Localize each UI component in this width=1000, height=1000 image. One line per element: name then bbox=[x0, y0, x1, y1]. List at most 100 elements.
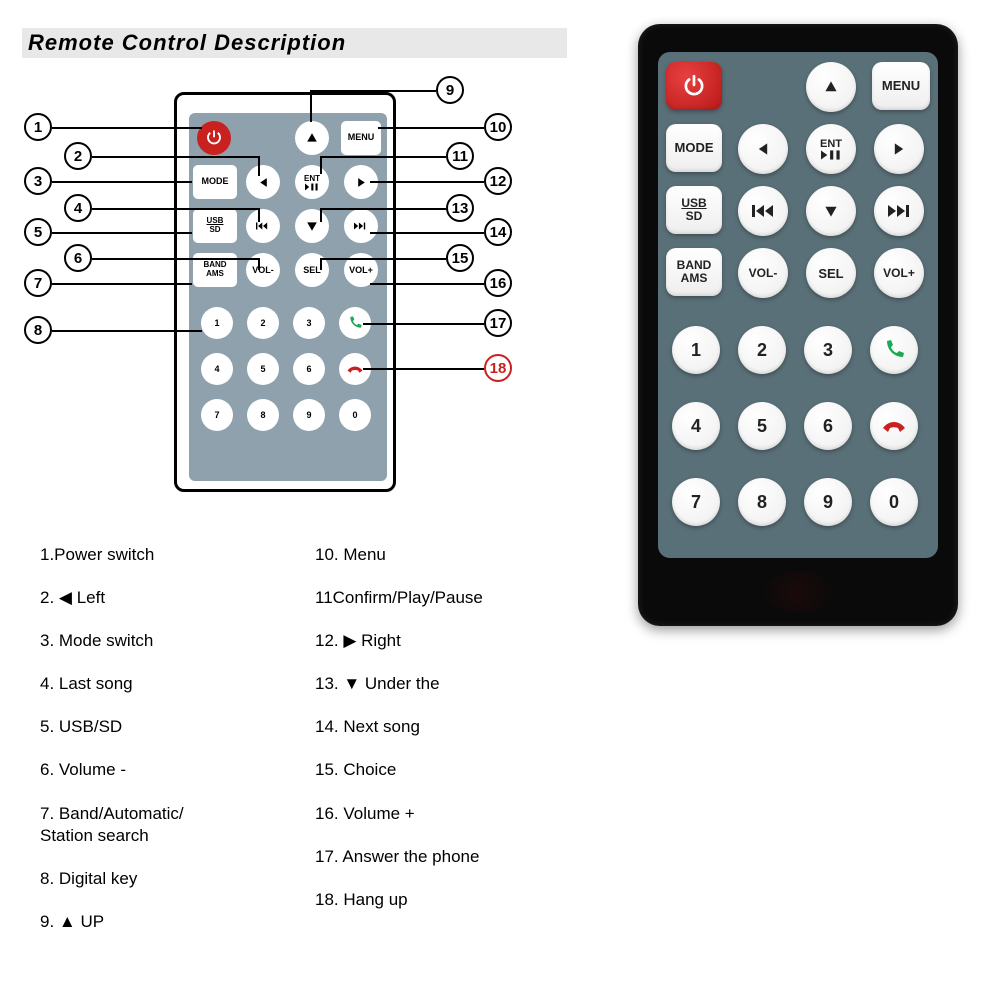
legend-item: 10. Menu bbox=[315, 544, 590, 566]
legend-item: 15. Choice bbox=[315, 759, 590, 781]
diag-up-button bbox=[295, 121, 329, 155]
diag-prev-button bbox=[246, 209, 280, 243]
diag-num-3: 3 bbox=[293, 307, 325, 339]
power-button[interactable] bbox=[666, 62, 722, 110]
leader-9 bbox=[310, 90, 436, 92]
leader-2 bbox=[92, 156, 260, 158]
leader-1 bbox=[52, 127, 202, 129]
callout-7: 7 bbox=[24, 269, 52, 297]
leader-11 bbox=[320, 156, 446, 158]
vol-minus-button[interactable]: VOL- bbox=[738, 248, 788, 298]
left-icon bbox=[756, 141, 770, 157]
down-icon bbox=[306, 220, 318, 232]
num-4-button[interactable]: 4 bbox=[672, 402, 720, 450]
leader-9v bbox=[310, 90, 312, 122]
prev-icon bbox=[256, 221, 270, 231]
legend-item: 13. ▼ Under the bbox=[315, 673, 590, 695]
legend-item: 16. Volume + bbox=[315, 803, 590, 825]
callout-1: 1 bbox=[24, 113, 52, 141]
diagram-remote: MENU MODE ENT USB SD BA bbox=[174, 92, 396, 492]
num-2-button[interactable]: 2 bbox=[738, 326, 786, 374]
diag-next-button bbox=[344, 209, 378, 243]
usb-sd-button[interactable]: USB SD bbox=[666, 186, 722, 234]
num-5-button[interactable]: 5 bbox=[738, 402, 786, 450]
power-icon bbox=[681, 73, 707, 99]
callout-2: 2 bbox=[64, 142, 92, 170]
callout-17: 17 bbox=[484, 309, 512, 337]
callout-13: 13 bbox=[446, 194, 474, 222]
legend-item: 3. Mode switch bbox=[40, 630, 315, 652]
num-1-button[interactable]: 1 bbox=[672, 326, 720, 374]
legend-item: 8. Digital key bbox=[40, 868, 315, 890]
diag-usb-sd-button: USB SD bbox=[193, 209, 237, 243]
photo-button-area: MENU MODE ENT USB SD BAND AMS bbox=[658, 52, 938, 558]
hangup-button[interactable] bbox=[870, 402, 918, 450]
leader-13 bbox=[320, 208, 446, 210]
left-icon bbox=[258, 177, 269, 188]
play-pause-icon bbox=[821, 150, 841, 160]
diag-num-5: 5 bbox=[247, 353, 279, 385]
ir-window bbox=[763, 572, 833, 612]
diag-left-button bbox=[246, 165, 280, 199]
phone-answer-icon bbox=[347, 315, 363, 331]
mode-button[interactable]: MODE bbox=[666, 124, 722, 172]
leader-18 bbox=[363, 368, 484, 370]
next-icon bbox=[888, 204, 910, 218]
leader-15 bbox=[320, 258, 446, 260]
sel-button[interactable]: SEL bbox=[806, 248, 856, 298]
leader-16 bbox=[370, 283, 484, 285]
diag-num-9: 9 bbox=[293, 399, 325, 431]
callout-16: 16 bbox=[484, 269, 512, 297]
left-button[interactable] bbox=[738, 124, 788, 174]
vol-plus-button[interactable]: VOL+ bbox=[874, 248, 924, 298]
title-text: Remote Control Description bbox=[28, 30, 346, 56]
num-7-button[interactable]: 7 bbox=[672, 478, 720, 526]
leader-6v bbox=[258, 258, 260, 270]
play-pause-icon bbox=[305, 183, 319, 191]
leader-5 bbox=[52, 232, 192, 234]
leader-10 bbox=[378, 127, 484, 129]
callout-9: 9 bbox=[436, 76, 464, 104]
num-0-button[interactable]: 0 bbox=[870, 478, 918, 526]
leader-8 bbox=[52, 330, 202, 332]
callout-12: 12 bbox=[484, 167, 512, 195]
diag-down-button bbox=[295, 209, 329, 243]
diag-num-6: 6 bbox=[293, 353, 325, 385]
up-button[interactable] bbox=[806, 62, 856, 112]
leader-7 bbox=[52, 283, 192, 285]
callout-4: 4 bbox=[64, 194, 92, 222]
legend-item: 17. Answer the phone bbox=[315, 846, 590, 868]
legend-item: 18. Hang up bbox=[315, 889, 590, 911]
down-button[interactable] bbox=[806, 186, 856, 236]
phone-answer-icon bbox=[882, 338, 906, 362]
right-button[interactable] bbox=[874, 124, 924, 174]
band-ams-button[interactable]: BAND AMS bbox=[666, 248, 722, 296]
legend-item: 14. Next song bbox=[315, 716, 590, 738]
diag-num-8: 8 bbox=[247, 399, 279, 431]
diag-ent-button: ENT bbox=[295, 165, 329, 199]
answer-button[interactable] bbox=[870, 326, 918, 374]
num-8-button[interactable]: 8 bbox=[738, 478, 786, 526]
leader-2v bbox=[258, 156, 260, 176]
prev-icon bbox=[752, 204, 774, 218]
phone-hangup-icon bbox=[346, 363, 364, 375]
leader-13v bbox=[320, 208, 322, 222]
menu-button[interactable]: MENU bbox=[872, 62, 930, 110]
next-button[interactable] bbox=[874, 186, 924, 236]
legend-item: 4. Last song bbox=[40, 673, 315, 695]
right-icon bbox=[892, 141, 906, 157]
callout-15: 15 bbox=[446, 244, 474, 272]
num-3-button[interactable]: 3 bbox=[804, 326, 852, 374]
leader-14 bbox=[370, 232, 484, 234]
callout-5: 5 bbox=[24, 218, 52, 246]
ent-button[interactable]: ENT bbox=[806, 124, 856, 174]
diag-mode-button: MODE bbox=[193, 165, 237, 199]
num-9-button[interactable]: 9 bbox=[804, 478, 852, 526]
legend-item: 12. ▶ Right bbox=[315, 630, 590, 652]
up-icon bbox=[823, 80, 839, 94]
callout-11: 11 bbox=[446, 142, 474, 170]
diag-num-7: 7 bbox=[201, 399, 233, 431]
prev-button[interactable] bbox=[738, 186, 788, 236]
num-6-button[interactable]: 6 bbox=[804, 402, 852, 450]
phone-hangup-icon bbox=[881, 418, 907, 434]
